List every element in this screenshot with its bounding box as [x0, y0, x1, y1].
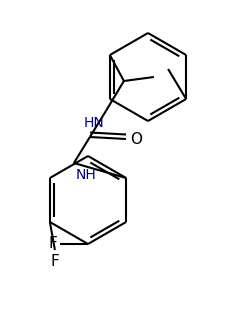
Text: F: F — [48, 236, 57, 251]
Text: O: O — [130, 131, 142, 147]
Text: F: F — [51, 254, 59, 269]
Text: NH: NH — [76, 168, 97, 182]
Text: HN: HN — [83, 116, 104, 130]
